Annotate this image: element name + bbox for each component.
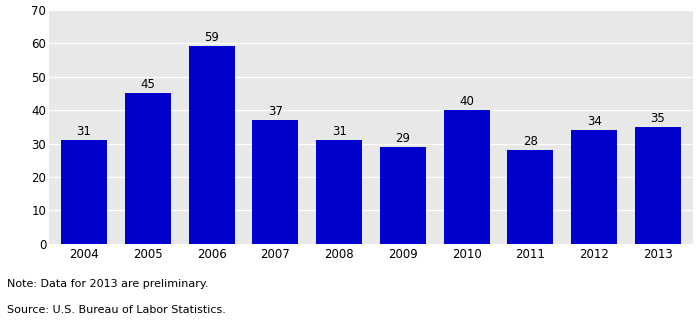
Bar — [61, 140, 107, 244]
Bar — [125, 93, 171, 244]
Bar — [444, 110, 489, 244]
Text: 34: 34 — [587, 115, 601, 128]
Text: 28: 28 — [523, 135, 538, 148]
Text: 40: 40 — [459, 95, 474, 108]
Text: 29: 29 — [395, 132, 410, 145]
Bar — [508, 150, 554, 244]
Bar — [635, 127, 681, 244]
Text: 31: 31 — [76, 125, 92, 138]
Bar — [380, 147, 426, 244]
Bar — [316, 140, 362, 244]
Bar — [253, 120, 298, 244]
Bar — [188, 47, 234, 244]
Text: Source: U.S. Bureau of Labor Statistics.: Source: U.S. Bureau of Labor Statistics. — [7, 305, 226, 315]
Text: 37: 37 — [268, 105, 283, 118]
Text: 35: 35 — [650, 112, 665, 125]
Text: Note: Data for 2013 are preliminary.: Note: Data for 2013 are preliminary. — [7, 279, 209, 289]
Text: 59: 59 — [204, 31, 219, 44]
Bar — [571, 130, 617, 244]
Text: 31: 31 — [332, 125, 346, 138]
Text: 45: 45 — [141, 78, 155, 91]
